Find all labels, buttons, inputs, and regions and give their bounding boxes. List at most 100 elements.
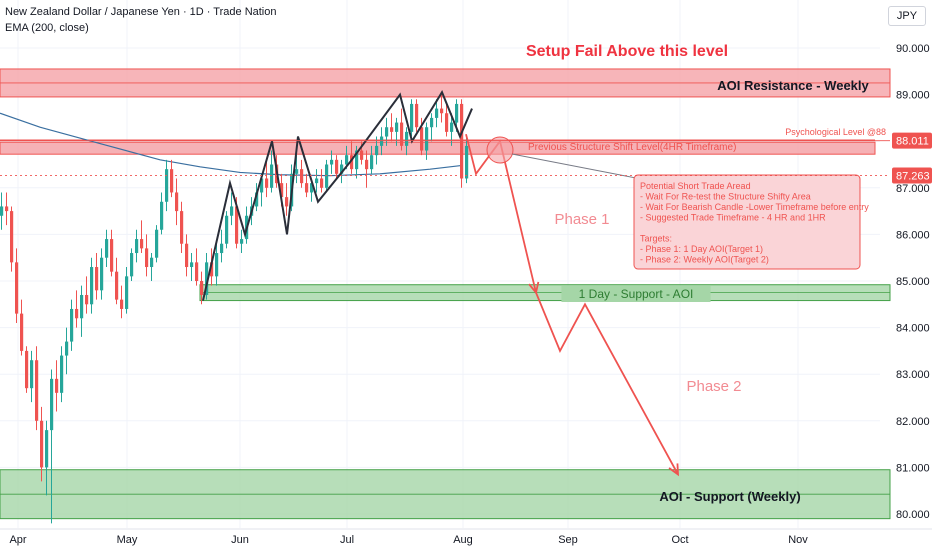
candle-body: [5, 206, 9, 212]
candle-body: [365, 159, 369, 170]
candle-body: [205, 262, 209, 295]
candle-body: [455, 103, 459, 123]
candle-body: [160, 201, 164, 230]
candle-body: [410, 103, 414, 132]
y-tick-label: 84.000: [896, 323, 930, 335]
candle-body: [35, 360, 39, 421]
candle-body: [20, 313, 24, 351]
candle-body: [285, 197, 289, 207]
candle-body: [85, 294, 89, 305]
y-tick-label: 85.000: [896, 276, 930, 288]
candle-body: [10, 211, 14, 263]
ema-200-line: [0, 112, 463, 177]
candle-body: [40, 420, 44, 468]
y-tick-label: 80.000: [896, 509, 930, 521]
x-tick-label: Jun: [231, 534, 249, 546]
indicator-label: EMA (200, close): [5, 22, 89, 34]
candle-body: [60, 355, 64, 393]
candle-body: [440, 108, 444, 114]
candle-body: [430, 117, 434, 128]
price-tag-text: 87.263: [896, 171, 930, 183]
level-label-psych: Psychological Level @88: [785, 127, 886, 137]
candle-body: [215, 253, 219, 277]
candle-body: [155, 229, 159, 258]
note-line: Targets:: [640, 234, 672, 244]
candle-body: [465, 145, 469, 179]
candle-body: [300, 169, 304, 184]
note-line: - Phase 2: Weekly AOI(Target 2): [640, 255, 769, 265]
phase1-label: Phase 1: [554, 211, 609, 228]
candle-body: [310, 183, 314, 193]
candle-body: [115, 271, 119, 300]
note-line: - Wait For Re-test the Structure Shifty …: [640, 192, 811, 202]
candle-body: [200, 281, 204, 295]
candle-body: [295, 169, 299, 174]
candle-body: [325, 164, 329, 188]
y-tick-label: 89.000: [896, 90, 930, 102]
candle-body: [75, 308, 79, 319]
candle-body: [425, 127, 429, 151]
candle-body: [230, 206, 234, 216]
candle-body: [305, 183, 309, 193]
candle-body: [130, 253, 134, 277]
candle-body: [255, 192, 259, 207]
candle-body: [150, 257, 154, 268]
candle-body: [135, 239, 139, 254]
candle-body: [180, 211, 184, 244]
x-tick-label: Apr: [9, 534, 26, 546]
candle-body: [380, 136, 384, 146]
candle-body: [405, 131, 409, 146]
candle-body: [50, 378, 54, 431]
candle-body: [390, 127, 394, 132]
candle-body: [55, 378, 59, 393]
note-box: [633, 174, 861, 270]
candle-body: [240, 239, 244, 244]
pattern-zigzag: [202, 90, 473, 301]
x-tick-label: Jul: [340, 534, 354, 546]
level-label-structure: Previous Structure Shift Level(4HR Timef…: [528, 142, 736, 153]
candle-body: [175, 192, 179, 212]
candle-body: [435, 108, 439, 118]
candle-body: [95, 267, 99, 291]
candle-body: [340, 164, 344, 174]
note-line: - Wait For Bearish Candle -Lower Timefra…: [640, 202, 869, 212]
y-tick-label: 82.000: [896, 416, 930, 428]
candle-body: [145, 248, 149, 268]
candle-body: [350, 155, 354, 170]
candle-body: [415, 103, 419, 128]
candle-body: [370, 155, 374, 170]
price-tag-text: 88.011: [896, 136, 929, 148]
price-tag: [892, 132, 932, 149]
candle-body: [345, 155, 349, 165]
candle-body: [360, 150, 364, 160]
currency-button[interactable]: JPY: [888, 6, 926, 26]
note-line: - Phase 1: 1 Day AOI(Target 1): [640, 244, 763, 254]
price-tag: [892, 167, 932, 184]
candle-body: [315, 178, 319, 184]
candle-body: [375, 145, 379, 156]
candle-body: [170, 169, 174, 193]
candle-body: [450, 122, 454, 132]
candle-body: [320, 178, 324, 188]
y-tick-label: 81.000: [896, 462, 930, 474]
candle-body: [210, 262, 214, 277]
y-tick-label: 86.000: [896, 229, 930, 241]
candle-body: [260, 178, 264, 193]
candle-body: [90, 267, 94, 305]
candle-body: [25, 350, 29, 389]
candle-body: [125, 276, 129, 309]
note-line: - Suggested Trade Timeframe - 4 HR and 1…: [640, 213, 826, 223]
candle-body: [335, 159, 339, 174]
candle-body: [235, 206, 239, 244]
candle-body: [420, 127, 424, 151]
candle-body: [140, 239, 144, 249]
candle-body: [165, 169, 169, 202]
candle-body: [220, 243, 224, 254]
candle-body: [330, 159, 334, 165]
candle-body: [15, 262, 19, 314]
candle-body: [385, 127, 389, 137]
structure-shift-band: [0, 141, 876, 155]
zone-label-daily-support: 1 Day - Support - AOI: [579, 287, 694, 301]
candle-body: [270, 164, 274, 188]
candle-body: [190, 262, 194, 268]
